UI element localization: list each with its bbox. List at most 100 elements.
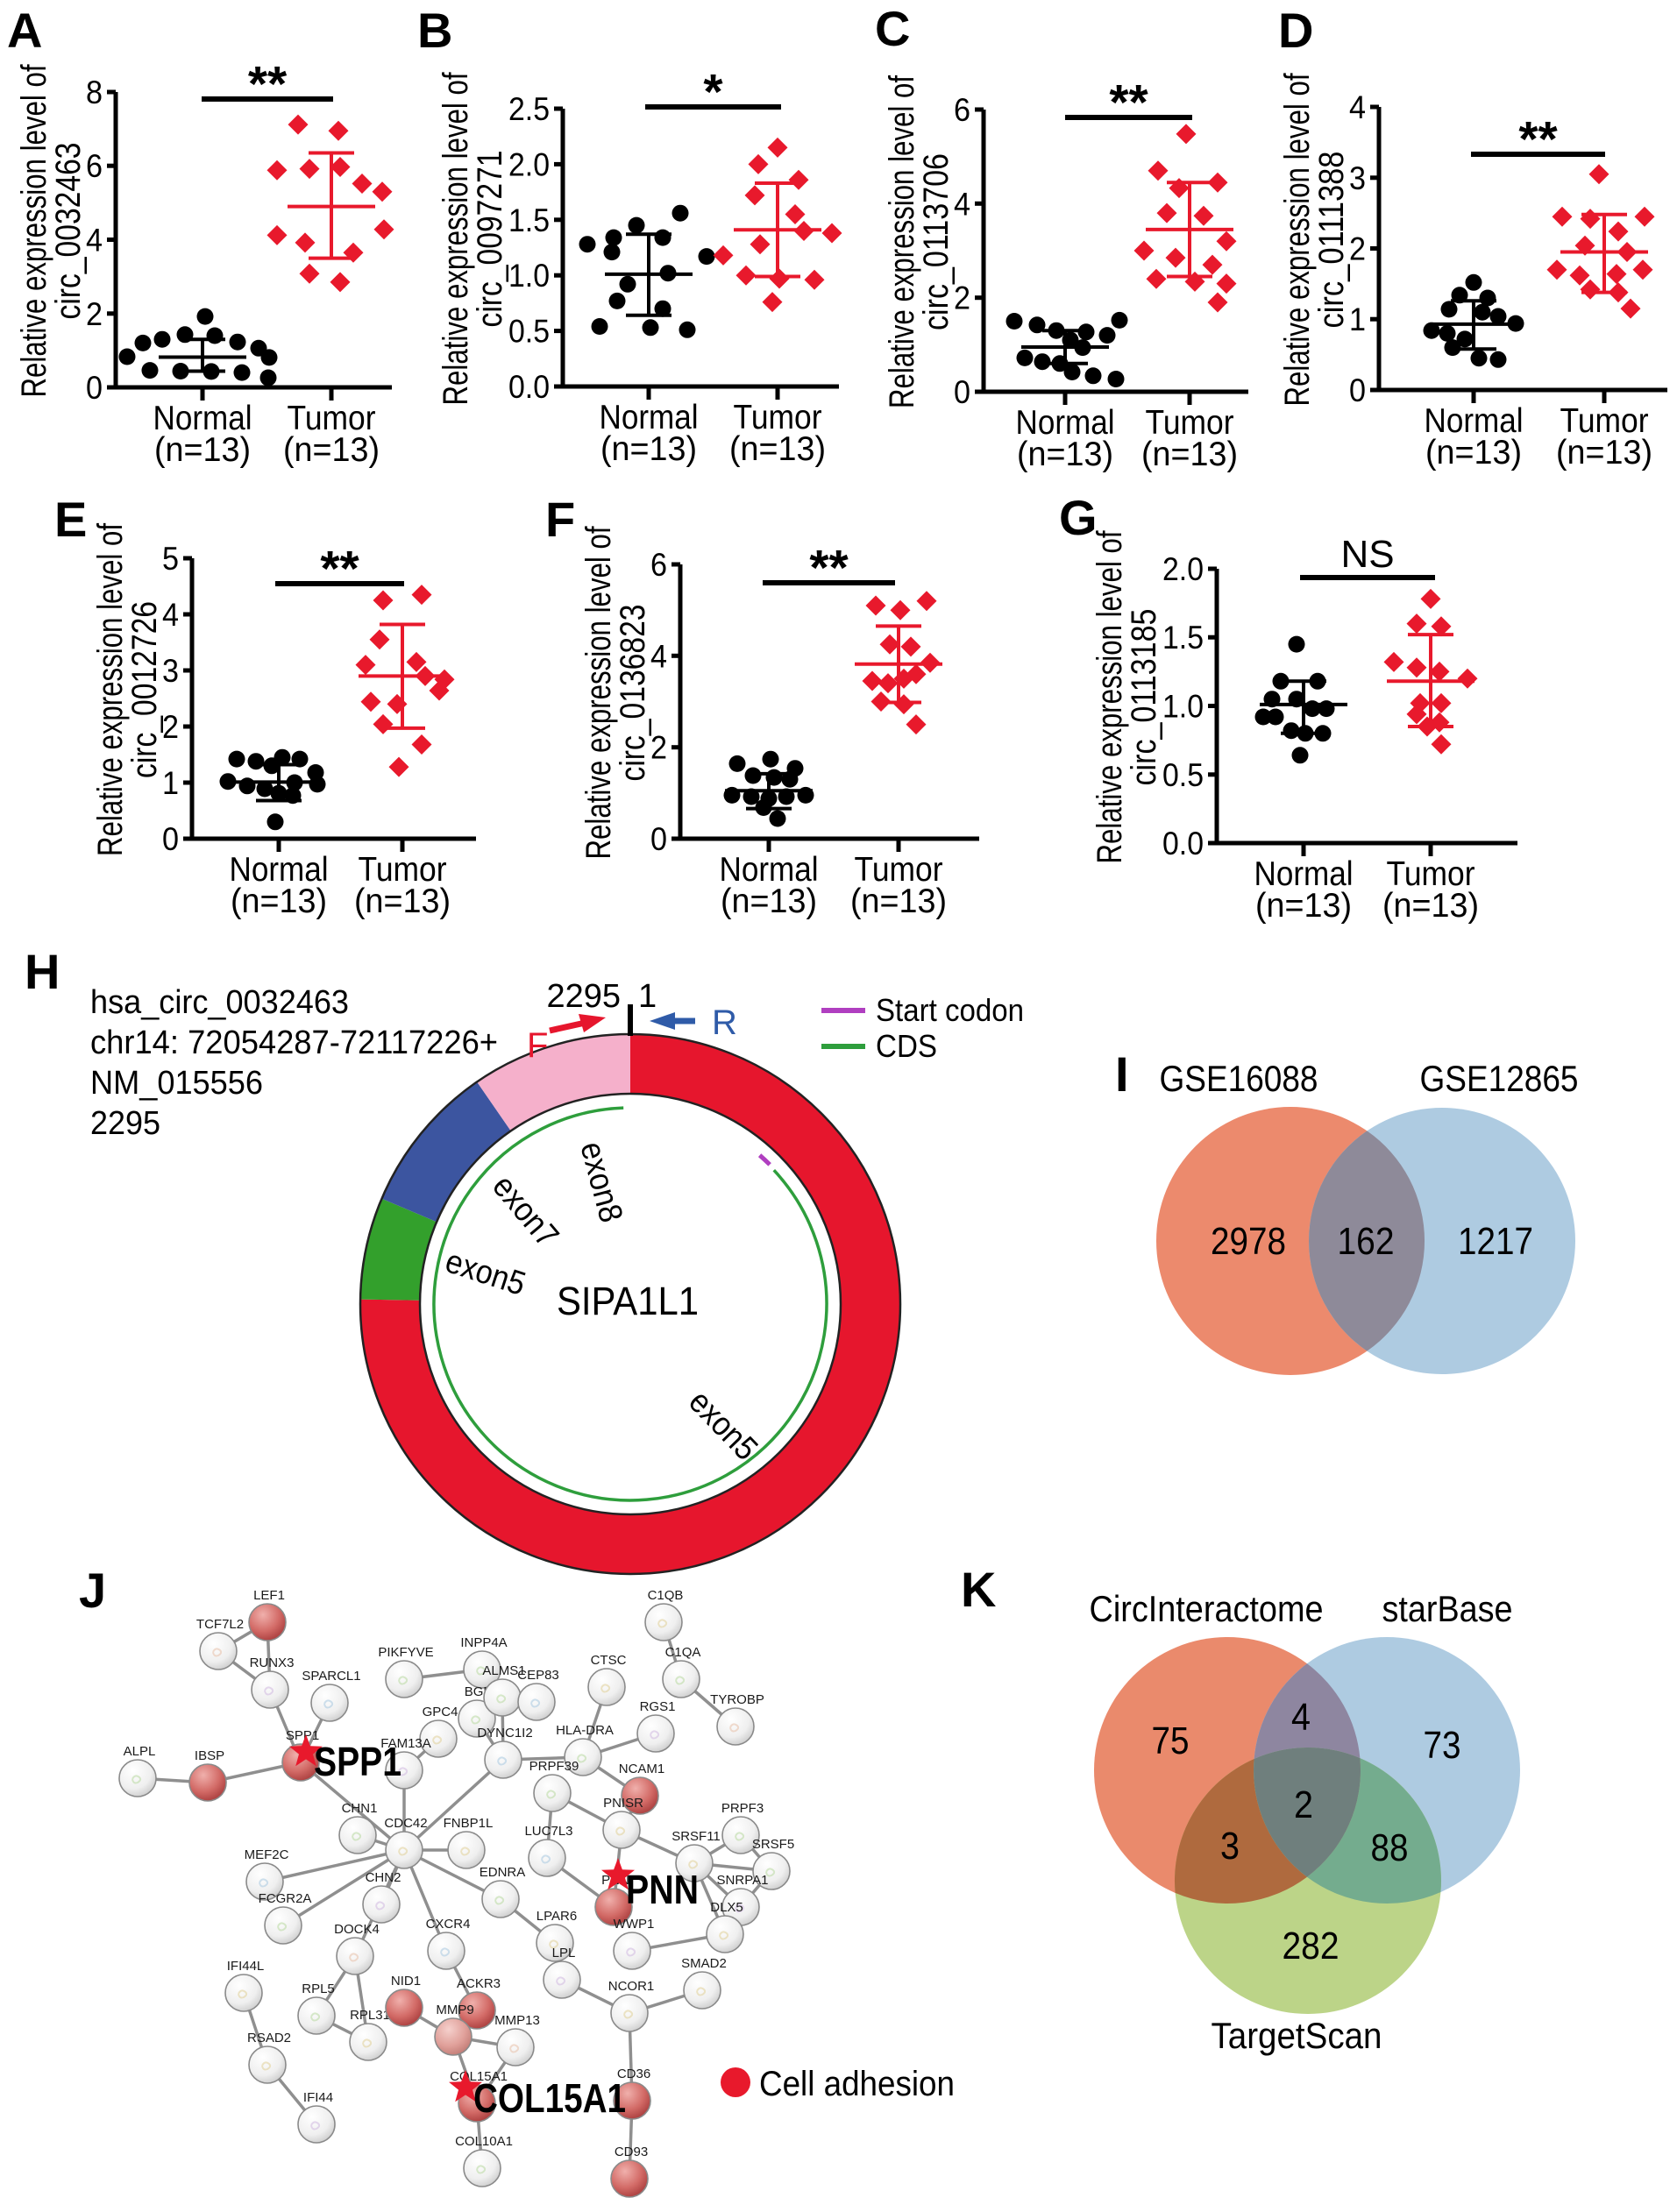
svg-text:SPARCL1: SPARCL1	[302, 1669, 360, 1684]
svg-text:circ_0136823: circ_0136823	[614, 605, 652, 782]
svg-text:0: 0	[650, 821, 667, 857]
svg-text:RPL5: RPL5	[302, 1982, 335, 1996]
svg-text:(n=13): (n=13)	[850, 883, 947, 920]
svg-text:4: 4	[650, 638, 667, 674]
svg-text:Cell adhesion: Cell adhesion	[759, 2065, 955, 2103]
svg-text:4: 4	[162, 597, 179, 633]
svg-text:CHN1: CHN1	[342, 1801, 378, 1816]
svg-text:NCOR1: NCOR1	[608, 1979, 655, 1994]
svg-text:Normal: Normal	[1425, 402, 1524, 440]
svg-text:NM_015556: NM_015556	[90, 1065, 263, 1102]
svg-text:**: **	[320, 541, 359, 597]
svg-text:1.5: 1.5	[1162, 620, 1204, 656]
svg-text:282: 282	[1283, 1925, 1339, 1967]
svg-text:0.0: 0.0	[508, 369, 550, 405]
svg-text:PNN: PNN	[626, 1867, 699, 1912]
svg-text:LPL: LPL	[552, 1946, 576, 1960]
svg-text:LUC7L3: LUC7L3	[524, 1824, 572, 1839]
svg-text:TargetScan: TargetScan	[1212, 2015, 1382, 2056]
svg-text:1.0: 1.0	[508, 258, 550, 294]
svg-text:SNRPA1: SNRPA1	[717, 1873, 769, 1888]
svg-text:SPP1: SPP1	[286, 1728, 319, 1743]
svg-text:*: *	[703, 64, 723, 120]
svg-text:75: 75	[1152, 1719, 1190, 1762]
svg-text:4: 4	[1291, 1696, 1311, 1739]
svg-text:RUNX3: RUNX3	[250, 1655, 295, 1670]
svg-text:FAM13A: FAM13A	[380, 1736, 431, 1751]
svg-text:(n=13): (n=13)	[1382, 887, 1479, 925]
svg-text:1: 1	[1349, 301, 1366, 337]
svg-text:MMP13: MMP13	[494, 2013, 540, 2028]
svg-text:MMP9: MMP9	[436, 2003, 473, 2017]
svg-text:Normal: Normal	[230, 851, 329, 889]
svg-text:SRSF5: SRSF5	[752, 1837, 794, 1852]
svg-text:H: H	[25, 944, 60, 999]
svg-text:PRPF39: PRPF39	[529, 1759, 579, 1774]
svg-text:F: F	[545, 492, 575, 547]
svg-text:2: 2	[1294, 1783, 1313, 1826]
svg-text:(n=13): (n=13)	[1556, 434, 1652, 471]
svg-text:ALPL: ALPL	[124, 1744, 156, 1759]
svg-text:0.0: 0.0	[1162, 826, 1204, 861]
svg-text:RGS1: RGS1	[640, 1699, 676, 1714]
svg-text:**: **	[809, 540, 849, 596]
svg-text:NCAM1: NCAM1	[619, 1762, 665, 1776]
svg-text:DYNC1I2: DYNC1I2	[477, 1726, 532, 1741]
svg-text:2.0: 2.0	[1162, 551, 1204, 587]
svg-text:J: J	[79, 1563, 106, 1618]
svg-text:3: 3	[1349, 160, 1366, 196]
svg-text:(n=13): (n=13)	[1255, 887, 1352, 925]
svg-text:IFI44: IFI44	[303, 2090, 333, 2105]
svg-text:Start codon: Start codon	[876, 992, 1024, 1028]
svg-text:C: C	[875, 1, 910, 56]
svg-text:0.5: 0.5	[508, 314, 550, 350]
svg-text:3: 3	[162, 653, 179, 689]
svg-text:2295: 2295	[546, 978, 621, 1015]
svg-text:Normal: Normal	[153, 400, 252, 437]
svg-text:K: K	[961, 1562, 996, 1617]
svg-text:E: E	[54, 492, 87, 547]
svg-text:circ_0032463: circ_0032463	[49, 143, 88, 320]
svg-text:TCF7L2: TCF7L2	[196, 1617, 244, 1632]
svg-text:Relative expression level of: Relative expression level of	[1091, 530, 1129, 864]
svg-text:1217: 1217	[1458, 1220, 1533, 1263]
svg-text:(n=13): (n=13)	[1425, 434, 1522, 471]
svg-text:6: 6	[650, 547, 667, 583]
svg-text:NID1: NID1	[391, 1974, 421, 1989]
svg-text:G: G	[1059, 490, 1098, 545]
svg-text:LPAR6: LPAR6	[536, 1909, 577, 1924]
svg-text:chr14: 72054287-72117226+: chr14: 72054287-72117226+	[90, 1024, 498, 1061]
svg-text:circ_0113185: circ_0113185	[1125, 609, 1163, 786]
svg-text:FCGR2A: FCGR2A	[259, 1891, 312, 1906]
svg-text:ACKR3: ACKR3	[457, 1976, 501, 1991]
svg-text:1.5: 1.5	[508, 202, 550, 238]
svg-text:CEP83: CEP83	[517, 1668, 559, 1683]
svg-text:SRSF11: SRSF11	[672, 1829, 721, 1844]
svg-text:GPC4: GPC4	[423, 1705, 458, 1719]
svg-text:162: 162	[1338, 1220, 1395, 1263]
svg-text:0.5: 0.5	[1162, 757, 1204, 793]
svg-text:4: 4	[86, 223, 103, 259]
svg-text:0: 0	[162, 821, 179, 857]
svg-text:circ_0111388: circ_0111388	[1312, 152, 1351, 329]
svg-text:hsa_circ_0032463: hsa_circ_0032463	[90, 984, 349, 1021]
svg-text:GSE12865: GSE12865	[1420, 1058, 1579, 1099]
svg-text:INPP4A: INPP4A	[460, 1635, 507, 1650]
svg-text:GSE16088: GSE16088	[1160, 1058, 1318, 1099]
svg-text:starBase: starBase	[1382, 1588, 1513, 1629]
svg-text:2.5: 2.5	[508, 91, 550, 127]
svg-text:(n=13): (n=13)	[729, 430, 826, 468]
svg-text:**: **	[248, 56, 288, 112]
svg-text:NS: NS	[1340, 533, 1394, 576]
svg-text:WWP1: WWP1	[614, 1917, 655, 1932]
svg-text:R: R	[712, 1003, 737, 1042]
svg-text:CircInteractome: CircInteractome	[1090, 1588, 1324, 1629]
svg-text:circ_0012726: circ_0012726	[125, 601, 164, 778]
svg-text:Normal: Normal	[1254, 855, 1354, 893]
svg-text:1: 1	[162, 765, 179, 801]
svg-text:Tumor: Tumor	[734, 399, 822, 436]
svg-text:(n=13): (n=13)	[721, 883, 817, 920]
svg-text:1: 1	[638, 978, 657, 1015]
svg-text:CDS: CDS	[876, 1028, 937, 1064]
svg-text:(n=13): (n=13)	[154, 431, 251, 469]
